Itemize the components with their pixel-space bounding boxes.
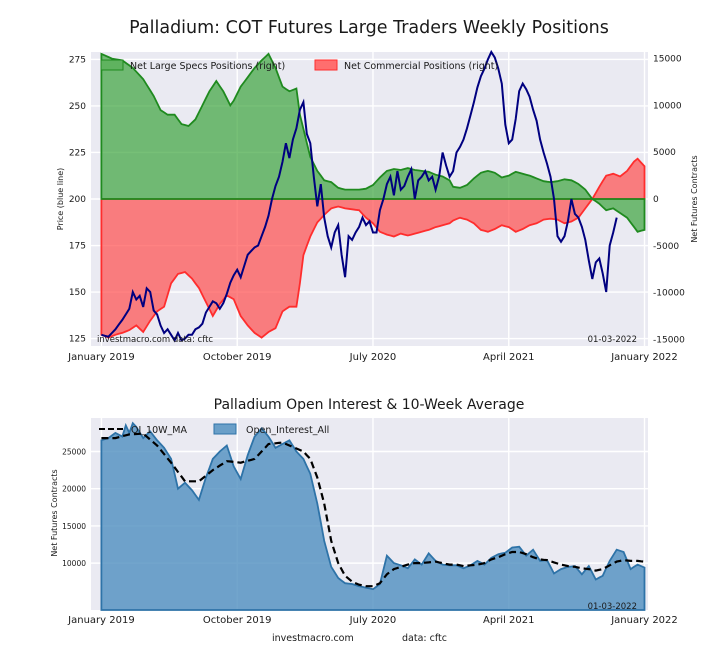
chart2-xtick-label: January 2019 [67, 615, 135, 626]
chart1-tick-labels: 125 150 175 200 225 250 275 -15000 -10000 -5000 0 5… [67, 55, 685, 363]
chart1-ytick-left-label: 175 [69, 242, 86, 252]
chart1-ytick-right-label: 5000 [653, 148, 676, 158]
legend-commercial-swatch [314, 59, 338, 71]
legend-oi-label: Open_Interest_All [246, 425, 329, 436]
chart1-xtick-label: April 2021 [483, 352, 534, 363]
chart2-legend: OI_10W_MA Open_Interest_All [99, 423, 329, 436]
chart1-ytick-left-label: 275 [69, 55, 86, 65]
chart1-ytick-left-label: 150 [69, 288, 86, 298]
legend-commercial-label: Net Commercial Positions (right) [344, 61, 498, 72]
chart2-ytick-label: 20000 [62, 485, 86, 494]
chart1-ytick-right-label: 15000 [653, 55, 682, 65]
chart1-ytick-left-label: 125 [69, 335, 86, 345]
chart1-ytick-right-label: -15000 [653, 335, 685, 345]
chart2-xtick-label: January 2022 [610, 615, 678, 626]
chart2-ylabel: Net Futures Contracts [50, 469, 59, 556]
chart1-xtick-label: January 2019 [67, 352, 135, 363]
chart1-source-note: investmacro.com data: cftc [97, 335, 213, 345]
chart1-legend: Net Large Specs Positions (right) Net Co… [100, 59, 498, 72]
large-specs-positions-area [100, 52, 646, 233]
legend-specs-swatch [100, 59, 124, 71]
footer-data: data: cftc [402, 633, 447, 644]
chart1-title: Palladium: COT Futures Large Traders Wee… [129, 18, 609, 38]
chart1-xtick-label: July 2020 [349, 352, 397, 363]
chart2-ytick-label: 15000 [62, 522, 86, 531]
footer-source: investmacro.com [272, 633, 354, 644]
chart2-date-note: 01-03-2022 [588, 602, 637, 612]
chart1-ytick-right-label: 0 [653, 195, 659, 205]
chart1-ytick-left-label: 225 [69, 148, 86, 158]
chart1-xtick-label: October 2019 [203, 352, 272, 363]
price-line [101, 49, 618, 343]
chart1-ytick-left-label: 200 [69, 195, 86, 205]
chart2-xtick-label: October 2019 [203, 615, 272, 626]
chart2-xtick-label: July 2020 [349, 615, 397, 626]
commercial-positions-area [100, 157, 646, 339]
open-interest-area [100, 421, 646, 611]
oi-10w-ma-line [101, 432, 645, 588]
chart1-ytick-right-label: -10000 [653, 289, 685, 299]
chart2-title: Palladium Open Interest & 10-Week Averag… [214, 397, 525, 413]
chart1-ytick-left-label: 250 [69, 102, 86, 112]
chart2-tick-labels: 10000 15000 20000 25000 January 2019 October … [62, 447, 678, 626]
chart1-date-note: 01-03-2022 [588, 335, 637, 345]
chart1-ytick-right-label: -5000 [653, 242, 679, 252]
legend-specs-label: Net Large Specs Positions (right) [130, 61, 285, 72]
chart1-xtick-label: January 2022 [610, 352, 678, 363]
chart1-ytick-right-label: 10000 [653, 101, 682, 111]
chart1-ylabel-left: Price (blue line) [56, 168, 65, 231]
legend-ma-label: OI_10W_MA [131, 425, 187, 436]
chart2-ytick-label: 25000 [62, 447, 86, 456]
chart1-ylabel-right: Net Futures Contracts [690, 155, 699, 242]
chart2-ytick-label: 10000 [62, 559, 86, 568]
legend-oi-swatch [213, 423, 237, 435]
chart2-xtick-label: April 2021 [483, 615, 534, 626]
